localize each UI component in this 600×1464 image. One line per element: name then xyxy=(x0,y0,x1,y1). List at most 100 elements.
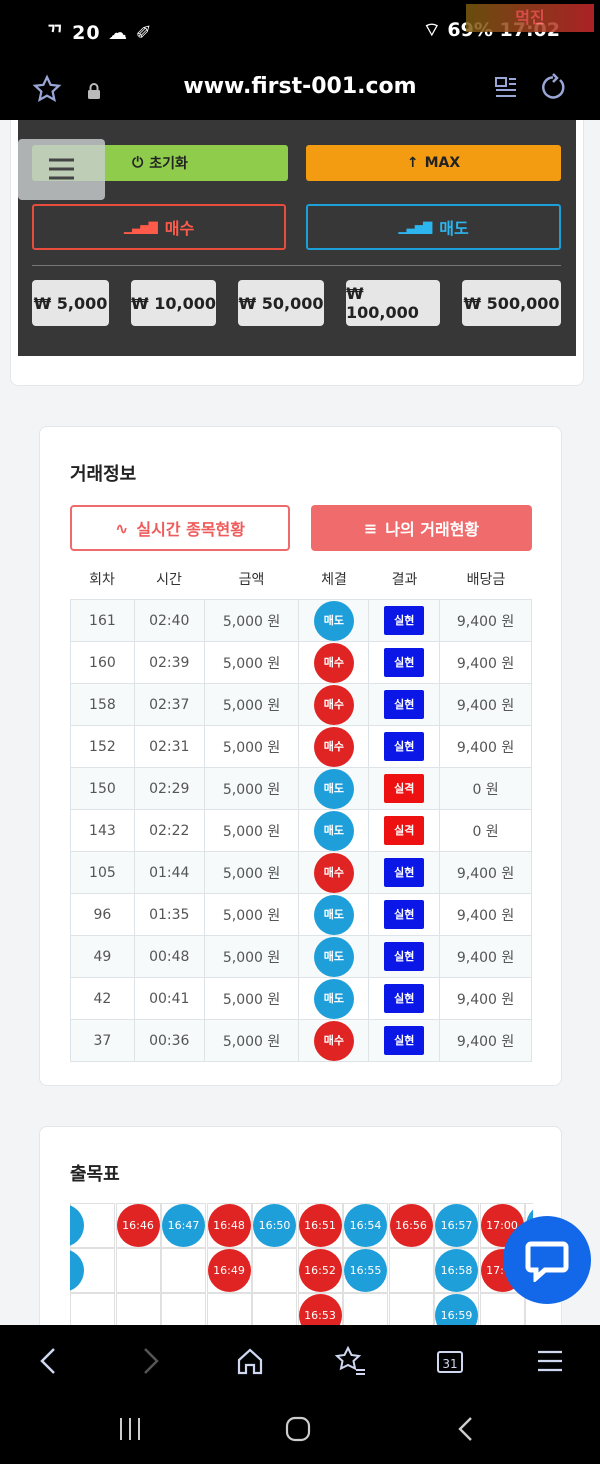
url-text[interactable]: www.first-001.com xyxy=(183,74,417,99)
result-badge: 실현 xyxy=(384,732,425,761)
grid-cell xyxy=(252,1203,297,1248)
cell-value: 02:39 xyxy=(149,654,190,671)
col-header: 회차 xyxy=(89,572,115,588)
divider xyxy=(32,265,561,266)
cell-value: 0 원 xyxy=(472,823,499,840)
svg-text:31: 31 xyxy=(442,1357,457,1371)
cell-value: 02:29 xyxy=(149,780,190,797)
table-row: 158 02:37 5,000 원 매수 실현 9,400 원 xyxy=(70,683,532,726)
arrow-up-icon: ↑ xyxy=(406,155,419,171)
result-badge: 실현 xyxy=(384,942,425,971)
wifi-icon: ⌔ xyxy=(422,19,441,41)
status-left-icons: ᄁ 20 ☁ ✐ xyxy=(46,22,153,44)
cell-value: 5,000 원 xyxy=(222,991,281,1008)
cell-value: 42 xyxy=(93,990,112,1007)
result-dot: 16:51 xyxy=(298,1204,342,1247)
menu-button[interactable] xyxy=(18,139,105,200)
back-icon[interactable] xyxy=(28,1341,68,1381)
bookmark-star-icon[interactable] xyxy=(32,74,62,104)
amount-chip[interactable]: ₩ 5,000 xyxy=(32,280,109,326)
grid-cell xyxy=(434,1248,479,1293)
cell-value: 5,000 원 xyxy=(222,697,281,714)
execution-badge: 매도 xyxy=(313,600,354,641)
status-bar: ᄁ 20 ☁ ✐ ⌔ 69% 17:02 먹진 xyxy=(0,0,600,60)
recent-apps-icon[interactable] xyxy=(110,1409,150,1449)
system-back-icon[interactable] xyxy=(446,1409,486,1449)
execution-badge: 매도 xyxy=(313,978,354,1019)
sell-button[interactable]: ▁▃▅▇ 매도 xyxy=(306,204,561,250)
bookmarks-icon[interactable] xyxy=(330,1341,370,1381)
cell-value: 9,400 원 xyxy=(456,697,515,714)
grid-cell xyxy=(115,1203,161,1248)
watermark-logo: 먹진 xyxy=(466,4,594,32)
menu-icon[interactable] xyxy=(530,1341,570,1381)
grid-cell xyxy=(479,1293,525,1325)
cell-value: 9,400 원 xyxy=(456,655,515,672)
table-row: 49 00:48 5,000 원 매도 실현 9,400 원 xyxy=(70,935,532,978)
chat-bubble-icon xyxy=(525,1241,569,1282)
result-dot: 4 xyxy=(70,1204,84,1247)
reset-label: 초기화 xyxy=(149,156,188,172)
amount-chip[interactable]: ₩ 500,000 xyxy=(462,280,561,326)
max-button[interactable]: ↑ MAX xyxy=(306,145,561,181)
result-badge: 실격 xyxy=(384,774,425,803)
result-badge: 실현 xyxy=(384,606,425,635)
cell-value: 5,000 원 xyxy=(222,781,281,798)
grid-cell xyxy=(206,1203,252,1248)
grid-cell xyxy=(161,1203,206,1248)
pulse-icon: ∿ xyxy=(114,518,129,538)
col-header: 배당금 xyxy=(466,572,506,588)
grid-cell xyxy=(343,1203,388,1248)
sell-label: 매도 xyxy=(439,219,469,238)
amount-chip[interactable]: ₩ 10,000 xyxy=(131,280,216,326)
home-button-icon[interactable] xyxy=(278,1409,318,1449)
max-label: MAX xyxy=(424,155,461,171)
forward-icon[interactable] xyxy=(131,1341,171,1381)
cell-value: 5,000 원 xyxy=(222,739,281,756)
cell-value: 01:44 xyxy=(149,864,190,881)
amount-chip[interactable]: ₩ 100,000 xyxy=(346,280,440,326)
cell-value: 5,000 원 xyxy=(222,907,281,924)
tab-my-trades[interactable]: ≡ 나의 거래현황 xyxy=(311,505,532,551)
result-badge: 실현 xyxy=(384,690,425,719)
controls-panel: ⏻ 초기화 ↑ MAX ▁▃▅▇ 매수 ▁▃▅▇ 매도 ₩ 5,000 ₩ 10… xyxy=(18,120,576,356)
table-row: 161 02:40 5,000 원 매도 실현 9,400 원 xyxy=(70,599,532,642)
grid-cell xyxy=(206,1248,252,1293)
cell-value: 00:48 xyxy=(149,948,190,965)
result-dot: 16:56 xyxy=(389,1204,433,1247)
result-dot: 16:54 xyxy=(344,1204,387,1247)
buy-label: 매수 xyxy=(164,219,195,238)
cell-value: 01:35 xyxy=(149,906,190,923)
cell-value: 9,400 원 xyxy=(456,991,515,1008)
cell-value: 5,000 원 xyxy=(222,823,281,840)
tab-realtime[interactable]: ∿ 실시간 종목현황 xyxy=(70,505,290,551)
result-badge: 실현 xyxy=(384,984,425,1013)
result-dot: 16:55 xyxy=(344,1249,387,1292)
grid-cell xyxy=(434,1203,479,1248)
list-icon: ≡ xyxy=(363,518,378,538)
grid-cell xyxy=(434,1293,479,1325)
trade-table: 161 02:40 5,000 원 매도 실현 9,400 원 160 02:39 5,000 … xyxy=(70,599,532,1062)
cell-value: 02:40 xyxy=(149,612,190,629)
reader-mode-icon[interactable] xyxy=(494,75,518,101)
chat-button[interactable] xyxy=(503,1216,591,1304)
cell-value: 02:22 xyxy=(149,822,190,839)
table-row: 96 01:35 5,000 원 매도 실현 9,400 원 xyxy=(70,893,532,936)
result-dot: 16:52 xyxy=(298,1249,342,1292)
tabs-icon[interactable]: 31 xyxy=(430,1341,470,1381)
cell-value: 5,000 원 xyxy=(222,613,281,630)
result-dot: 16:59 xyxy=(435,1294,478,1325)
amount-chip[interactable]: ₩ 50,000 xyxy=(238,280,324,326)
cell-value: 96 xyxy=(93,906,112,923)
hamburger-icon xyxy=(49,158,74,180)
browser-bottom-nav: 31 xyxy=(0,1325,600,1395)
buy-button[interactable]: ▁▃▅▇ 매수 xyxy=(32,204,286,250)
cell-value: 5,000 원 xyxy=(222,865,281,882)
grid-cell xyxy=(252,1293,297,1325)
cell-value: 00:41 xyxy=(149,990,190,1007)
home-icon[interactable] xyxy=(230,1341,270,1381)
cell-value: 5,000 원 xyxy=(222,1033,281,1050)
chart-title: 출목표 xyxy=(70,1164,120,1185)
reload-icon[interactable] xyxy=(538,73,568,103)
trade-info-card: 거래정보 ∿ 실시간 종목현황 ≡ 나의 거래현황 회차 시간 금액 체결 결과… xyxy=(39,426,562,1086)
